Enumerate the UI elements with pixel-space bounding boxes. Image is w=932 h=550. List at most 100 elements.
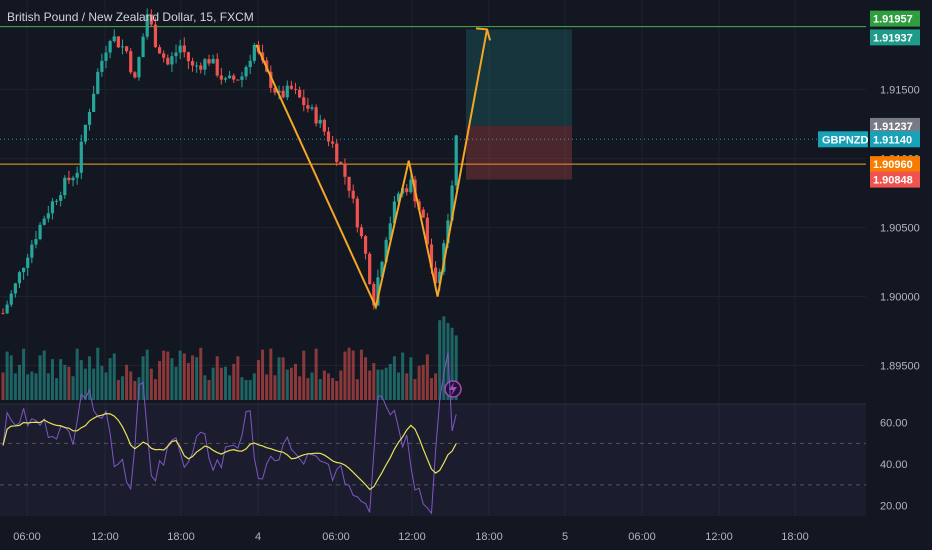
volume-bar	[75, 348, 79, 400]
candle-body	[314, 107, 318, 124]
loss-zone	[466, 125, 572, 180]
volume-bar	[50, 359, 54, 400]
candle-body	[166, 57, 170, 65]
candle-body	[446, 220, 450, 244]
candle-body	[79, 141, 83, 173]
candle-body	[149, 14, 153, 25]
candle-body	[5, 304, 9, 314]
volume-bar	[397, 372, 401, 400]
volume-bar	[425, 354, 429, 400]
candle-body	[310, 107, 314, 109]
price-tag	[870, 131, 920, 148]
candle-body	[26, 257, 30, 268]
volume-bar	[207, 380, 211, 400]
time-tick-label: 18:00	[781, 531, 809, 543]
volume-bar	[244, 380, 248, 400]
candle-body	[438, 271, 442, 284]
volume-bar	[240, 377, 244, 400]
volume-bar	[285, 369, 289, 400]
candles[interactable]	[1, 8, 458, 315]
rsi-line	[2, 352, 457, 515]
zigzag-line	[255, 29, 489, 311]
candle-body	[182, 45, 186, 53]
candle-body	[248, 60, 252, 68]
candle-body	[17, 272, 22, 284]
volume-bar	[409, 357, 413, 400]
candle-body	[384, 239, 388, 262]
volume-bar	[405, 373, 409, 400]
volume-bar	[46, 373, 50, 400]
volume-bar	[34, 373, 38, 400]
volume-bar	[364, 357, 368, 400]
volume-bar	[42, 350, 46, 400]
candle-body	[199, 65, 203, 70]
volume-bar	[256, 360, 260, 400]
time-tick-label: 12:00	[91, 531, 119, 543]
volume-bar	[203, 375, 207, 400]
volume-bar	[351, 350, 355, 400]
price-tag	[870, 10, 920, 27]
candle-body	[215, 58, 219, 76]
volume-bar	[269, 348, 273, 400]
volume-bar	[289, 367, 293, 400]
volume-bar	[186, 362, 190, 400]
volume-bar	[83, 368, 87, 400]
volume-bar	[120, 376, 124, 400]
candle-body	[92, 93, 96, 112]
volume-bar	[1, 372, 5, 400]
candle-body	[96, 71, 100, 94]
volume-bar	[108, 358, 112, 400]
volume-bar	[248, 380, 252, 400]
candle-body	[244, 67, 248, 77]
volume-bar	[331, 378, 335, 400]
price-tick-label: 1.90000	[880, 292, 920, 304]
candle-body	[13, 283, 17, 294]
price-tick-label: 1.89500	[880, 361, 920, 373]
candle-body	[450, 185, 454, 221]
candle-body	[281, 90, 285, 98]
candle-body	[174, 52, 178, 57]
volume-bar	[306, 378, 310, 400]
volume-bar	[92, 368, 96, 400]
candle-body	[67, 177, 71, 181]
volume-bar	[9, 355, 13, 400]
volume-bar	[442, 316, 446, 400]
volume-bar	[322, 370, 326, 400]
candle-body	[368, 253, 372, 284]
volume-bar	[133, 381, 137, 400]
volume-bar	[355, 379, 359, 400]
candle-body	[285, 85, 289, 98]
candle-body	[331, 141, 335, 144]
volume-bar	[30, 371, 34, 400]
time-tick-label: 12:00	[705, 531, 733, 543]
arrow-head	[475, 27, 492, 41]
candle-body	[71, 177, 75, 181]
candle-body	[42, 218, 46, 225]
volume-bar	[232, 363, 236, 400]
volume-bar	[170, 358, 174, 400]
chart-title: British Pound / New Zealand Dollar, 15, …	[7, 10, 254, 24]
candle-body	[137, 57, 141, 78]
candle-body	[388, 223, 392, 240]
volume-bar	[59, 359, 63, 400]
volume-bar	[211, 367, 215, 400]
candle-body	[372, 284, 376, 306]
candle-body	[376, 277, 380, 306]
candle-body	[129, 51, 133, 73]
candle-body	[351, 190, 355, 199]
zigzag-pattern[interactable]	[255, 27, 492, 398]
candle-body	[359, 227, 364, 237]
volume-bar	[265, 374, 269, 400]
rsi-tick-label: 60.00	[880, 418, 908, 430]
candle-body	[207, 59, 211, 64]
position-boxes[interactable]	[466, 29, 572, 180]
candle-body	[293, 88, 298, 90]
volume-bar	[401, 352, 405, 400]
price-tag	[870, 117, 920, 134]
volume-bar	[215, 356, 219, 400]
candle-body	[252, 44, 256, 61]
volume-bar	[104, 372, 108, 400]
volume-bar	[149, 368, 153, 400]
candle-body	[335, 143, 339, 163]
